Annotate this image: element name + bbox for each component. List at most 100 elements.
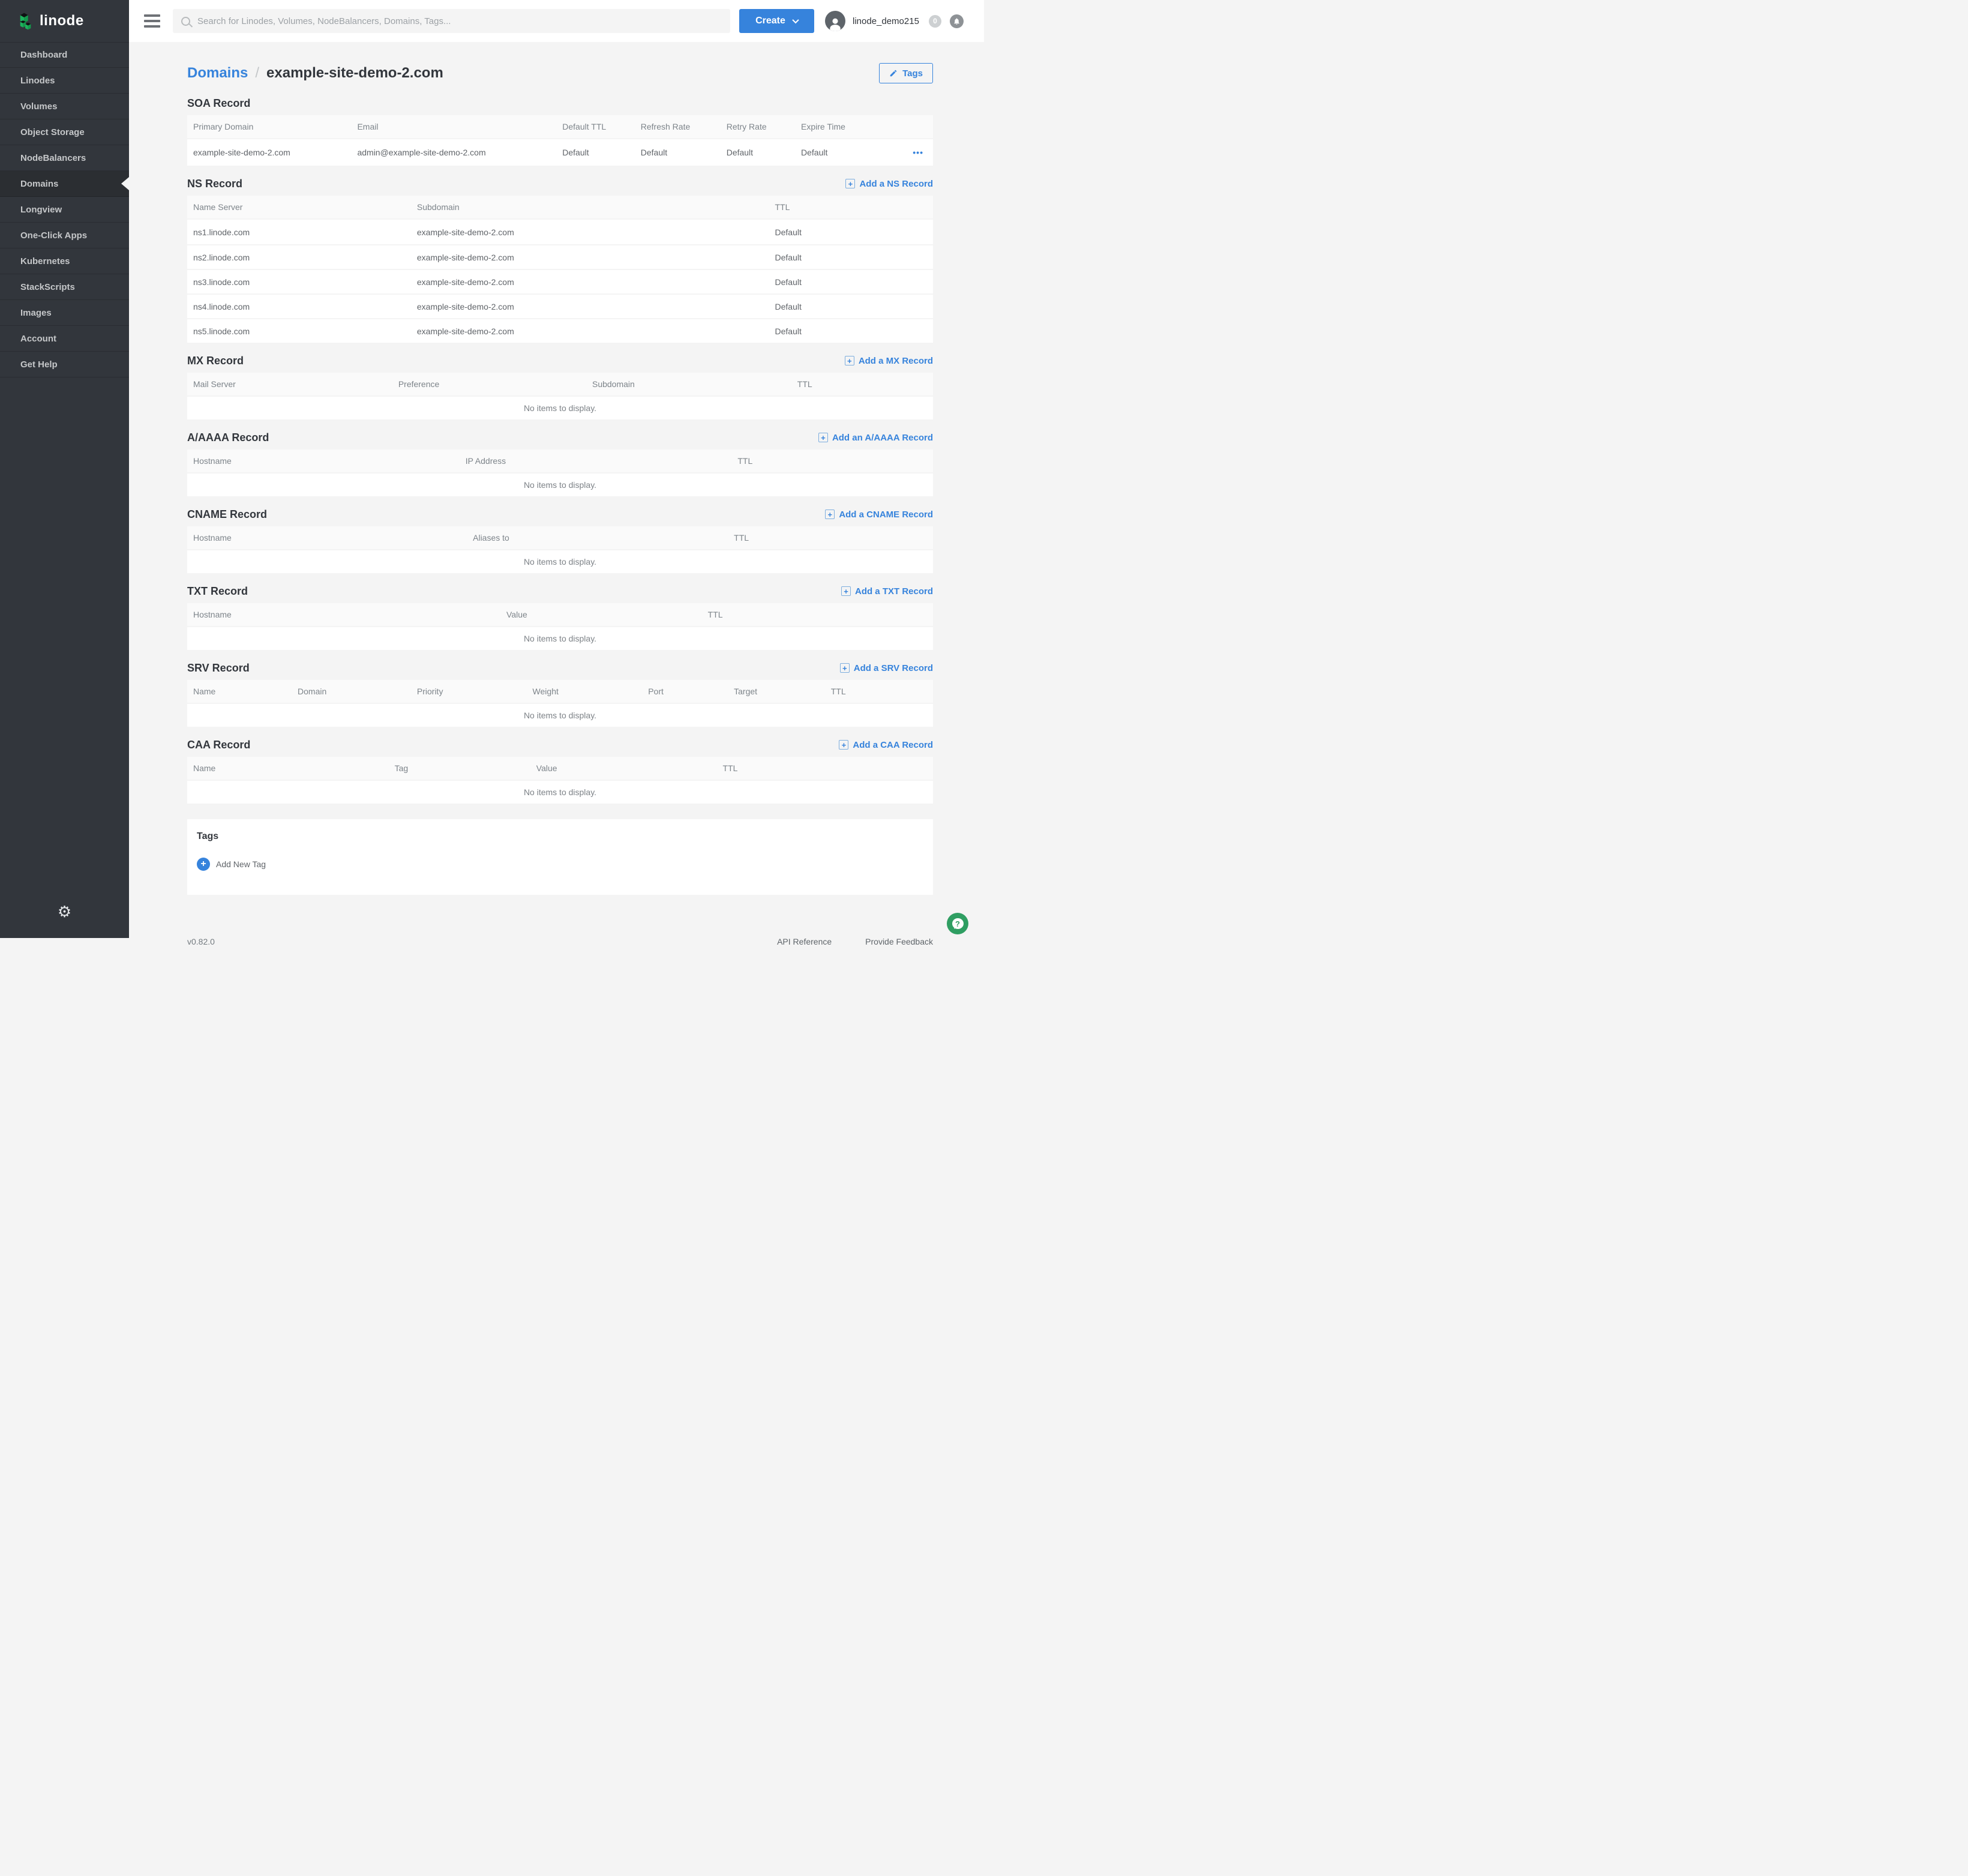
chevron-down-icon (792, 16, 799, 24)
caa-record-section: CAA Record + Add a CAA Record Name Tag V… (187, 733, 933, 804)
sidebar-item-object-storage[interactable]: Object Storage (0, 119, 129, 145)
plus-square-icon: + (841, 586, 851, 596)
table-header: Hostname IP Address TTL (187, 449, 933, 472)
table-header: Name Domain Priority Weight Port Target … (187, 680, 933, 703)
section-title-mx: MX Record (187, 354, 244, 367)
srv-record-section: SRV Record + Add a SRV Record Name Domai… (187, 656, 933, 727)
add-srv-record-link[interactable]: + Add a SRV Record (839, 663, 933, 673)
api-reference-link[interactable]: API Reference (777, 937, 832, 946)
row-actions-ellipsis-icon[interactable]: ••• (913, 148, 923, 157)
a-aaaa-record-section: A/AAAA Record + Add an A/AAAA Record Hos… (187, 425, 933, 496)
plus-square-icon: + (839, 663, 850, 673)
add-ns-record-link[interactable]: + Add a NS Record (845, 179, 933, 189)
breadcrumb: Domains / example-site-demo-2.com (187, 65, 443, 82)
create-button[interactable]: Create (739, 9, 814, 33)
page: linode Dashboard Linodes Volumes Object … (0, 0, 984, 946)
avatar[interactable] (825, 11, 845, 31)
main-content: Domains / example-site-demo-2.com Tags S… (129, 42, 984, 946)
sidebar-item-get-help[interactable]: Get Help (0, 352, 129, 377)
sidebar-item-stackscripts[interactable]: StackScripts (0, 274, 129, 300)
gear-icon[interactable]: ⚙ (57, 903, 72, 921)
empty-state: No items to display. (187, 704, 933, 727)
menu-icon[interactable] (144, 14, 160, 28)
table-row: ns4.linode.com example-site-demo-2.com D… (187, 293, 933, 318)
table-header: Primary Domain Email Default TTL Refresh… (187, 115, 933, 138)
table-header: Name Tag Value TTL (187, 757, 933, 780)
username[interactable]: linode_demo215 (853, 16, 919, 26)
empty-state: No items to display. (187, 781, 933, 804)
edit-tags-button[interactable]: Tags (879, 63, 933, 83)
table-row: ns2.linode.com example-site-demo-2.com D… (187, 244, 933, 269)
table-row: ns5.linode.com example-site-demo-2.com D… (187, 318, 933, 343)
sidebar-item-dashboard[interactable]: Dashboard (0, 42, 129, 68)
table-header: Hostname Value TTL (187, 603, 933, 626)
add-a-aaaa-record-link[interactable]: + Add an A/AAAA Record (818, 433, 933, 443)
ns-record-table: Name Server Subdomain TTL ns1.linode.com… (187, 196, 933, 343)
sidebar-item-nodebalancers[interactable]: NodeBalancers (0, 145, 129, 171)
breadcrumb-domains-link[interactable]: Domains (187, 65, 248, 81)
soa-record-section: SOA Record Primary Domain Email Default … (187, 91, 933, 166)
cname-record-section: CNAME Record + Add a CNAME Record Hostna… (187, 502, 933, 573)
sidebar: linode Dashboard Linodes Volumes Object … (0, 0, 129, 938)
table-row: example-site-demo-2.com admin@example-si… (187, 139, 933, 166)
sidebar-item-account[interactable]: Account (0, 326, 129, 352)
pencil-icon (890, 70, 897, 77)
section-title-soa: SOA Record (187, 97, 251, 109)
a-aaaa-record-table: Hostname IP Address TTL No items to disp… (187, 449, 933, 496)
empty-state: No items to display. (187, 627, 933, 650)
help-icon: ? (952, 918, 964, 929)
plus-square-icon: + (844, 356, 854, 365)
notifications-button[interactable] (949, 14, 964, 28)
sidebar-item-volumes[interactable]: Volumes (0, 94, 129, 119)
linode-logo[interactable]: linode (0, 0, 129, 42)
add-mx-record-link[interactable]: + Add a MX Record (844, 356, 933, 366)
srv-record-table: Name Domain Priority Weight Port Target … (187, 680, 933, 727)
table-header: Hostname Aliases to TTL (187, 526, 933, 549)
footer: v0.82.0 API Reference Provide Feedback (187, 931, 933, 952)
section-title-cname: CNAME Record (187, 508, 268, 520)
breadcrumb-separator: / (255, 65, 260, 81)
table-header: Name Server Subdomain TTL (187, 196, 933, 218)
top-bar: Create linode_demo215 0 (129, 0, 984, 42)
bell-icon (954, 17, 959, 25)
section-title-txt: TXT Record (187, 585, 248, 597)
empty-state: No items to display. (187, 397, 933, 419)
app-version: v0.82.0 (187, 937, 215, 946)
add-caa-record-link[interactable]: + Add a CAA Record (839, 740, 933, 750)
add-txt-record-link[interactable]: + Add a TXT Record (841, 586, 933, 597)
linode-logo-icon (20, 13, 31, 29)
tags-card: Tags + Add New Tag (187, 819, 933, 895)
search-bar[interactable] (173, 9, 730, 33)
add-cname-record-link[interactable]: + Add a CNAME Record (825, 510, 933, 520)
mx-record-section: MX Record + Add a MX Record Mail Server … (187, 349, 933, 419)
section-title-ns: NS Record (187, 177, 243, 190)
plus-circle-icon: + (197, 858, 210, 871)
section-title-a-aaaa: A/AAAA Record (187, 431, 269, 443)
sidebar-item-longview[interactable]: Longview (0, 197, 129, 223)
sidebar-item-images[interactable]: Images (0, 300, 129, 326)
ns-record-section: NS Record + Add a NS Record Name Server … (187, 172, 933, 343)
search-input[interactable] (197, 16, 722, 26)
add-new-tag-button[interactable]: + Add New Tag (197, 858, 923, 871)
section-title-caa: CAA Record (187, 738, 251, 751)
sidebar-item-kubernetes[interactable]: Kubernetes (0, 248, 129, 274)
sidebar-item-linodes[interactable]: Linodes (0, 68, 129, 94)
help-button[interactable]: ? (947, 913, 968, 934)
person-icon (830, 18, 841, 31)
logo-wordmark: linode (40, 13, 84, 29)
soa-record-table: Primary Domain Email Default TTL Refresh… (187, 115, 933, 166)
mx-record-table: Mail Server Preference Subdomain TTL No … (187, 373, 933, 419)
search-icon (181, 16, 190, 26)
provide-feedback-link[interactable]: Provide Feedback (865, 937, 933, 946)
plus-square-icon: + (839, 740, 849, 750)
sidebar-item-domains[interactable]: Domains (0, 171, 129, 197)
txt-record-section: TXT Record + Add a TXT Record Hostname V… (187, 579, 933, 650)
section-title-srv: SRV Record (187, 661, 250, 674)
notification-badge[interactable]: 0 (928, 14, 941, 28)
table-header: Mail Server Preference Subdomain TTL (187, 373, 933, 395)
txt-record-table: Hostname Value TTL No items to display. (187, 603, 933, 650)
sidebar-item-one-click-apps[interactable]: One-Click Apps (0, 223, 129, 248)
empty-state: No items to display. (187, 550, 933, 573)
empty-state: No items to display. (187, 474, 933, 496)
cname-record-table: Hostname Aliases to TTL No items to disp… (187, 526, 933, 573)
